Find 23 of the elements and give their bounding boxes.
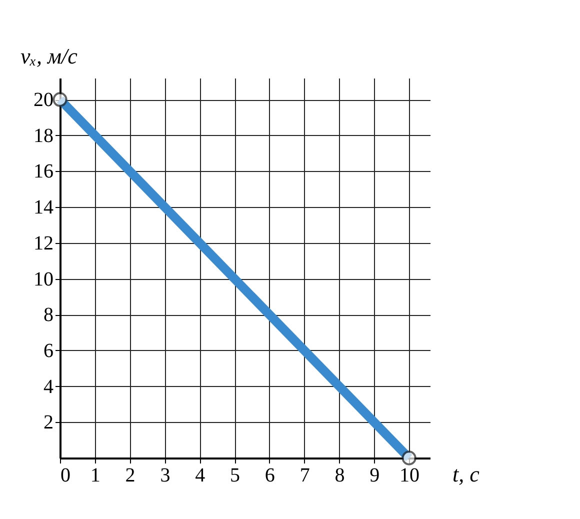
y-tick-label: 14 xyxy=(34,196,54,219)
y-tick-label: 10 xyxy=(34,268,54,290)
y-axis-title: vₓ, м/с xyxy=(20,44,78,68)
x-tick-label: 3 xyxy=(160,464,170,486)
x-axis-title: t, с xyxy=(452,462,480,486)
x-tick-label: 4 xyxy=(195,464,206,486)
x-tick-label: 0 xyxy=(60,464,70,486)
y-tick-label: 18 xyxy=(34,124,54,147)
y-tick-label: 6 xyxy=(44,340,54,362)
y-tick-label: 2 xyxy=(44,412,54,434)
x-tick-label: 6 xyxy=(264,464,275,486)
x-tick-label: 9 xyxy=(370,464,380,486)
y-tick-label: 20 xyxy=(34,89,54,112)
y-tick-label: 4 xyxy=(44,376,54,398)
y-tick-label: 16 xyxy=(34,160,54,183)
x-tick-label: 8 xyxy=(334,464,345,486)
x-tick-label: 7 xyxy=(300,464,310,486)
y-tick-label: 12 xyxy=(34,232,54,254)
x-tick-label: 1 xyxy=(90,464,100,486)
x-tick-label: 5 xyxy=(230,464,240,486)
y-tick-label: 8 xyxy=(44,304,54,326)
x-tick-label: 2 xyxy=(125,464,136,486)
x-tick-label: 10 xyxy=(400,464,420,486)
